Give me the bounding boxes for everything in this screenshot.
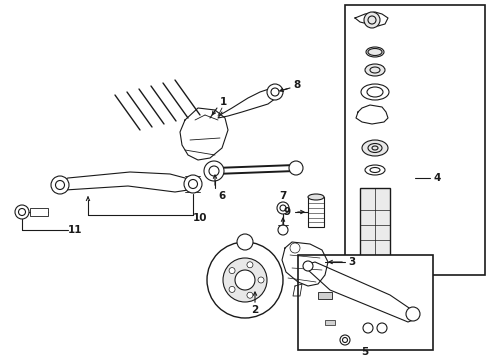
- Circle shape: [229, 267, 235, 274]
- Circle shape: [204, 161, 224, 181]
- Bar: [345, 5, 485, 275]
- Circle shape: [247, 292, 253, 298]
- Circle shape: [207, 242, 283, 318]
- Polygon shape: [293, 284, 302, 296]
- Bar: [360, 188, 390, 283]
- Circle shape: [247, 262, 253, 268]
- Text: 10: 10: [193, 213, 207, 223]
- Circle shape: [377, 323, 387, 333]
- Circle shape: [258, 277, 264, 283]
- Circle shape: [278, 225, 288, 235]
- Text: 8: 8: [294, 80, 301, 90]
- Ellipse shape: [365, 64, 385, 76]
- Circle shape: [235, 270, 255, 290]
- Polygon shape: [362, 315, 388, 328]
- Text: 4: 4: [433, 173, 441, 183]
- Ellipse shape: [308, 194, 324, 200]
- Circle shape: [406, 307, 420, 321]
- Bar: [298, 255, 433, 350]
- Text: 1: 1: [220, 97, 227, 107]
- Polygon shape: [305, 262, 418, 322]
- Circle shape: [364, 12, 380, 28]
- Polygon shape: [355, 12, 388, 26]
- Circle shape: [290, 243, 300, 253]
- Circle shape: [237, 234, 253, 250]
- Circle shape: [277, 202, 289, 214]
- Bar: [325, 320, 335, 325]
- Polygon shape: [180, 108, 228, 160]
- Circle shape: [223, 258, 267, 302]
- Text: 9: 9: [283, 207, 291, 217]
- Bar: [318, 292, 332, 299]
- Bar: [308, 197, 324, 227]
- Polygon shape: [55, 172, 195, 192]
- Polygon shape: [218, 88, 278, 118]
- Polygon shape: [356, 105, 388, 124]
- Text: 5: 5: [361, 347, 368, 357]
- Ellipse shape: [366, 47, 384, 57]
- Ellipse shape: [362, 140, 388, 156]
- Circle shape: [303, 261, 313, 271]
- Text: 11: 11: [68, 225, 82, 235]
- Circle shape: [267, 84, 283, 100]
- Text: 2: 2: [251, 305, 259, 315]
- Circle shape: [289, 161, 303, 175]
- Bar: [30, 208, 48, 216]
- Circle shape: [51, 176, 69, 194]
- Circle shape: [363, 323, 373, 333]
- Text: 6: 6: [219, 191, 225, 201]
- Circle shape: [15, 205, 29, 219]
- Circle shape: [184, 175, 202, 193]
- Text: 3: 3: [348, 257, 356, 267]
- Circle shape: [229, 287, 235, 292]
- Polygon shape: [282, 242, 328, 286]
- Text: 7: 7: [279, 191, 287, 201]
